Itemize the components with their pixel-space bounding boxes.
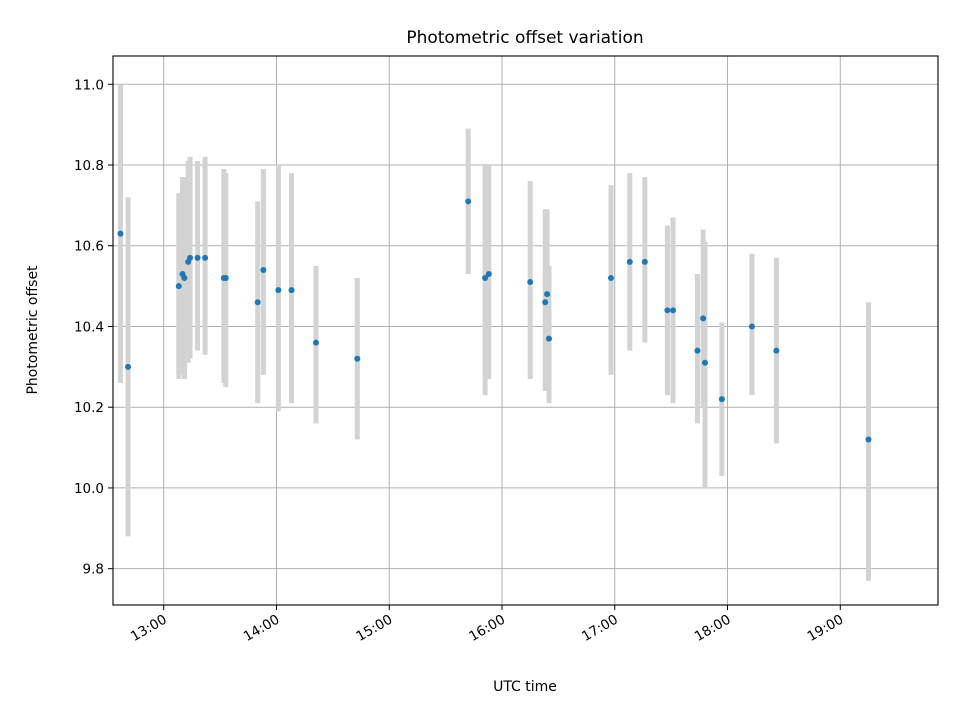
data-point xyxy=(700,315,707,322)
y-tick-label: 9.8 xyxy=(83,562,104,578)
y-axis-ticks: 9.8 10.0 10.2 10.4 10.6 10.8 11.0 xyxy=(74,77,113,578)
data-point xyxy=(544,291,551,298)
data-point xyxy=(670,307,677,314)
data-point xyxy=(773,347,780,354)
chart-title: Photometric offset variation xyxy=(406,28,643,48)
data-point xyxy=(354,355,361,362)
y-tick-label: 10.8 xyxy=(74,158,104,174)
data-point xyxy=(288,287,295,294)
data-point xyxy=(608,275,615,282)
y-tick-label: 10.0 xyxy=(74,481,104,497)
data-point xyxy=(312,339,319,346)
x-axis-label: UTC time xyxy=(493,679,557,695)
data-point xyxy=(125,363,132,370)
data-point xyxy=(865,436,872,443)
data-point xyxy=(117,230,124,237)
data-point xyxy=(641,258,648,265)
data-point xyxy=(542,299,549,306)
data-point xyxy=(175,283,182,290)
data-point xyxy=(694,347,701,354)
data-point xyxy=(254,299,261,306)
data-point xyxy=(181,275,188,282)
data-point xyxy=(701,359,708,366)
data-point xyxy=(527,279,534,286)
data-point xyxy=(482,275,489,282)
data-point xyxy=(718,396,725,403)
data-point xyxy=(748,323,755,330)
y-tick-label: 10.6 xyxy=(74,239,104,255)
data-point xyxy=(194,254,201,261)
grid xyxy=(113,56,938,605)
y-tick-label: 10.2 xyxy=(74,400,104,416)
data-point xyxy=(465,198,472,205)
y-tick-label: 10.4 xyxy=(74,319,104,335)
data-point xyxy=(664,307,671,314)
data-point xyxy=(202,254,209,261)
y-axis-label: Photometric offset xyxy=(25,265,41,395)
data-point xyxy=(626,258,633,265)
data-point xyxy=(485,270,492,277)
data-point xyxy=(260,266,267,273)
data-point xyxy=(222,275,229,282)
data-point xyxy=(545,335,552,342)
plot-frame xyxy=(112,55,939,606)
y-tick-label: 11.0 xyxy=(74,77,104,93)
data-point xyxy=(187,254,194,261)
data-point xyxy=(275,287,282,294)
data-points xyxy=(117,198,872,443)
